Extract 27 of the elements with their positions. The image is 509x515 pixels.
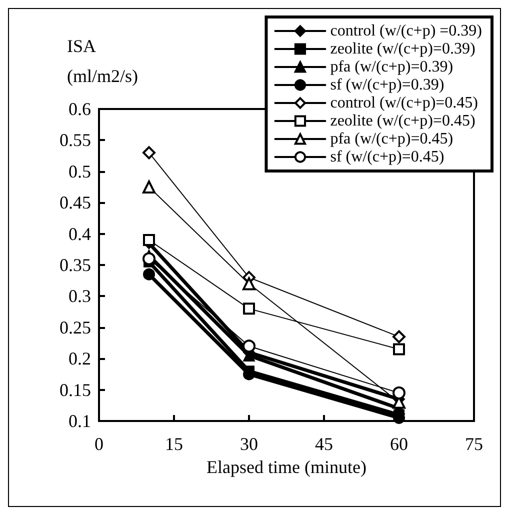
y-tick-label: 0.15 <box>60 380 91 400</box>
y-tick-label: 0.6 <box>68 99 91 119</box>
legend-label: control (w/(c+p) =0.39) <box>330 22 482 40</box>
x-tick-label: 75 <box>465 434 483 454</box>
y-tick-label: 0.45 <box>60 192 91 213</box>
y-tick-label: 0.35 <box>60 255 91 275</box>
x-axis-title: Elapsed time (minute) <box>206 456 366 477</box>
y-tick-label: 0.3 <box>68 286 91 306</box>
x-tick-label: 45 <box>315 434 333 454</box>
legend-label: pfa (w/(c+p)=0.45) <box>330 130 454 148</box>
x-tick-label: 0 <box>94 434 104 454</box>
legend-label: sf (w/(c+p)=0.39) <box>330 76 444 94</box>
y-tick-label: 0.2 <box>68 348 91 369</box>
legend-label: zeolite (w/(c+p)=0.45) <box>330 112 476 130</box>
x-tick-label: 30 <box>240 434 258 454</box>
y-axis-title: ISA (ml/m2/s) <box>67 36 138 86</box>
x-tick-label: 60 <box>390 434 408 454</box>
x-tick-label: 15 <box>165 434 183 454</box>
legend-label: sf (w/(c+p)=0.45) <box>330 148 444 166</box>
y-tick-label: 0.25 <box>60 317 91 338</box>
y-tick-label: 0.5 <box>68 161 91 182</box>
legend-label: control (w/(c+p)=0.45) <box>330 94 478 112</box>
legend-label: pfa (w/(c+p)=0.39) <box>330 58 454 76</box>
y-tick-label: 0.4 <box>68 224 91 244</box>
y-tick-label: 0.55 <box>60 130 91 150</box>
y-tick-label: 0.1 <box>68 411 91 431</box>
legend-label: zeolite (w/(c+p)=0.39) <box>330 40 476 58</box>
